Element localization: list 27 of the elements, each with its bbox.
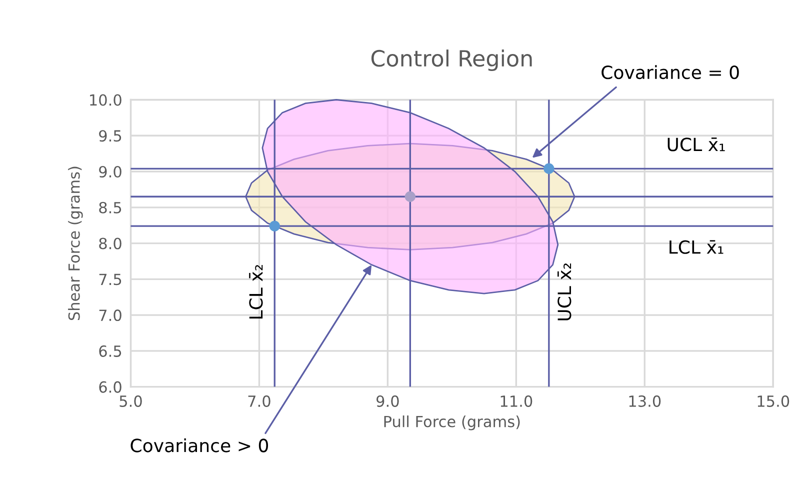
y-tick-label: 9.0 (99, 166, 122, 178)
y-tick-label: 7.0 (99, 310, 122, 322)
x-tick-label: 5.0 (120, 395, 142, 407)
y-axis-title: Shear Force (grams) (68, 166, 83, 320)
y-tick-label: 10.0 (90, 94, 122, 106)
y-tick-label: 8.5 (99, 202, 122, 214)
ref-line-label: UCL x̄₂ (558, 263, 572, 320)
x-tick-label: 9.0 (376, 395, 399, 407)
ref-line-label: LCL x̄₂ (249, 265, 263, 318)
y-tick-label: 9.5 (99, 130, 122, 142)
y-tick-label: 7.5 (99, 274, 122, 286)
annotation: Covariance = 0 (602, 65, 739, 80)
y-tick-label: 6.0 (99, 381, 122, 393)
point (269, 220, 280, 232)
x-tick-label: 13.0 (629, 395, 661, 407)
x-axis-title: Pull Force (grams) (384, 415, 520, 430)
x-tick-label: 15.0 (758, 395, 790, 407)
chart-title: Control Region (371, 50, 532, 72)
y-tick-label: 6.5 (99, 345, 122, 357)
x-tick-label: 7.0 (248, 395, 270, 407)
y-tick-label: 8.0 (99, 238, 122, 250)
x-tick-label: 11.0 (500, 395, 532, 407)
point (404, 191, 416, 202)
ref-line-label: LCL x̄₁ (670, 240, 724, 254)
ref-line-label: UCL x̄₁ (668, 138, 725, 152)
annotation: Covariance > 0 (130, 438, 268, 452)
point (544, 163, 554, 174)
